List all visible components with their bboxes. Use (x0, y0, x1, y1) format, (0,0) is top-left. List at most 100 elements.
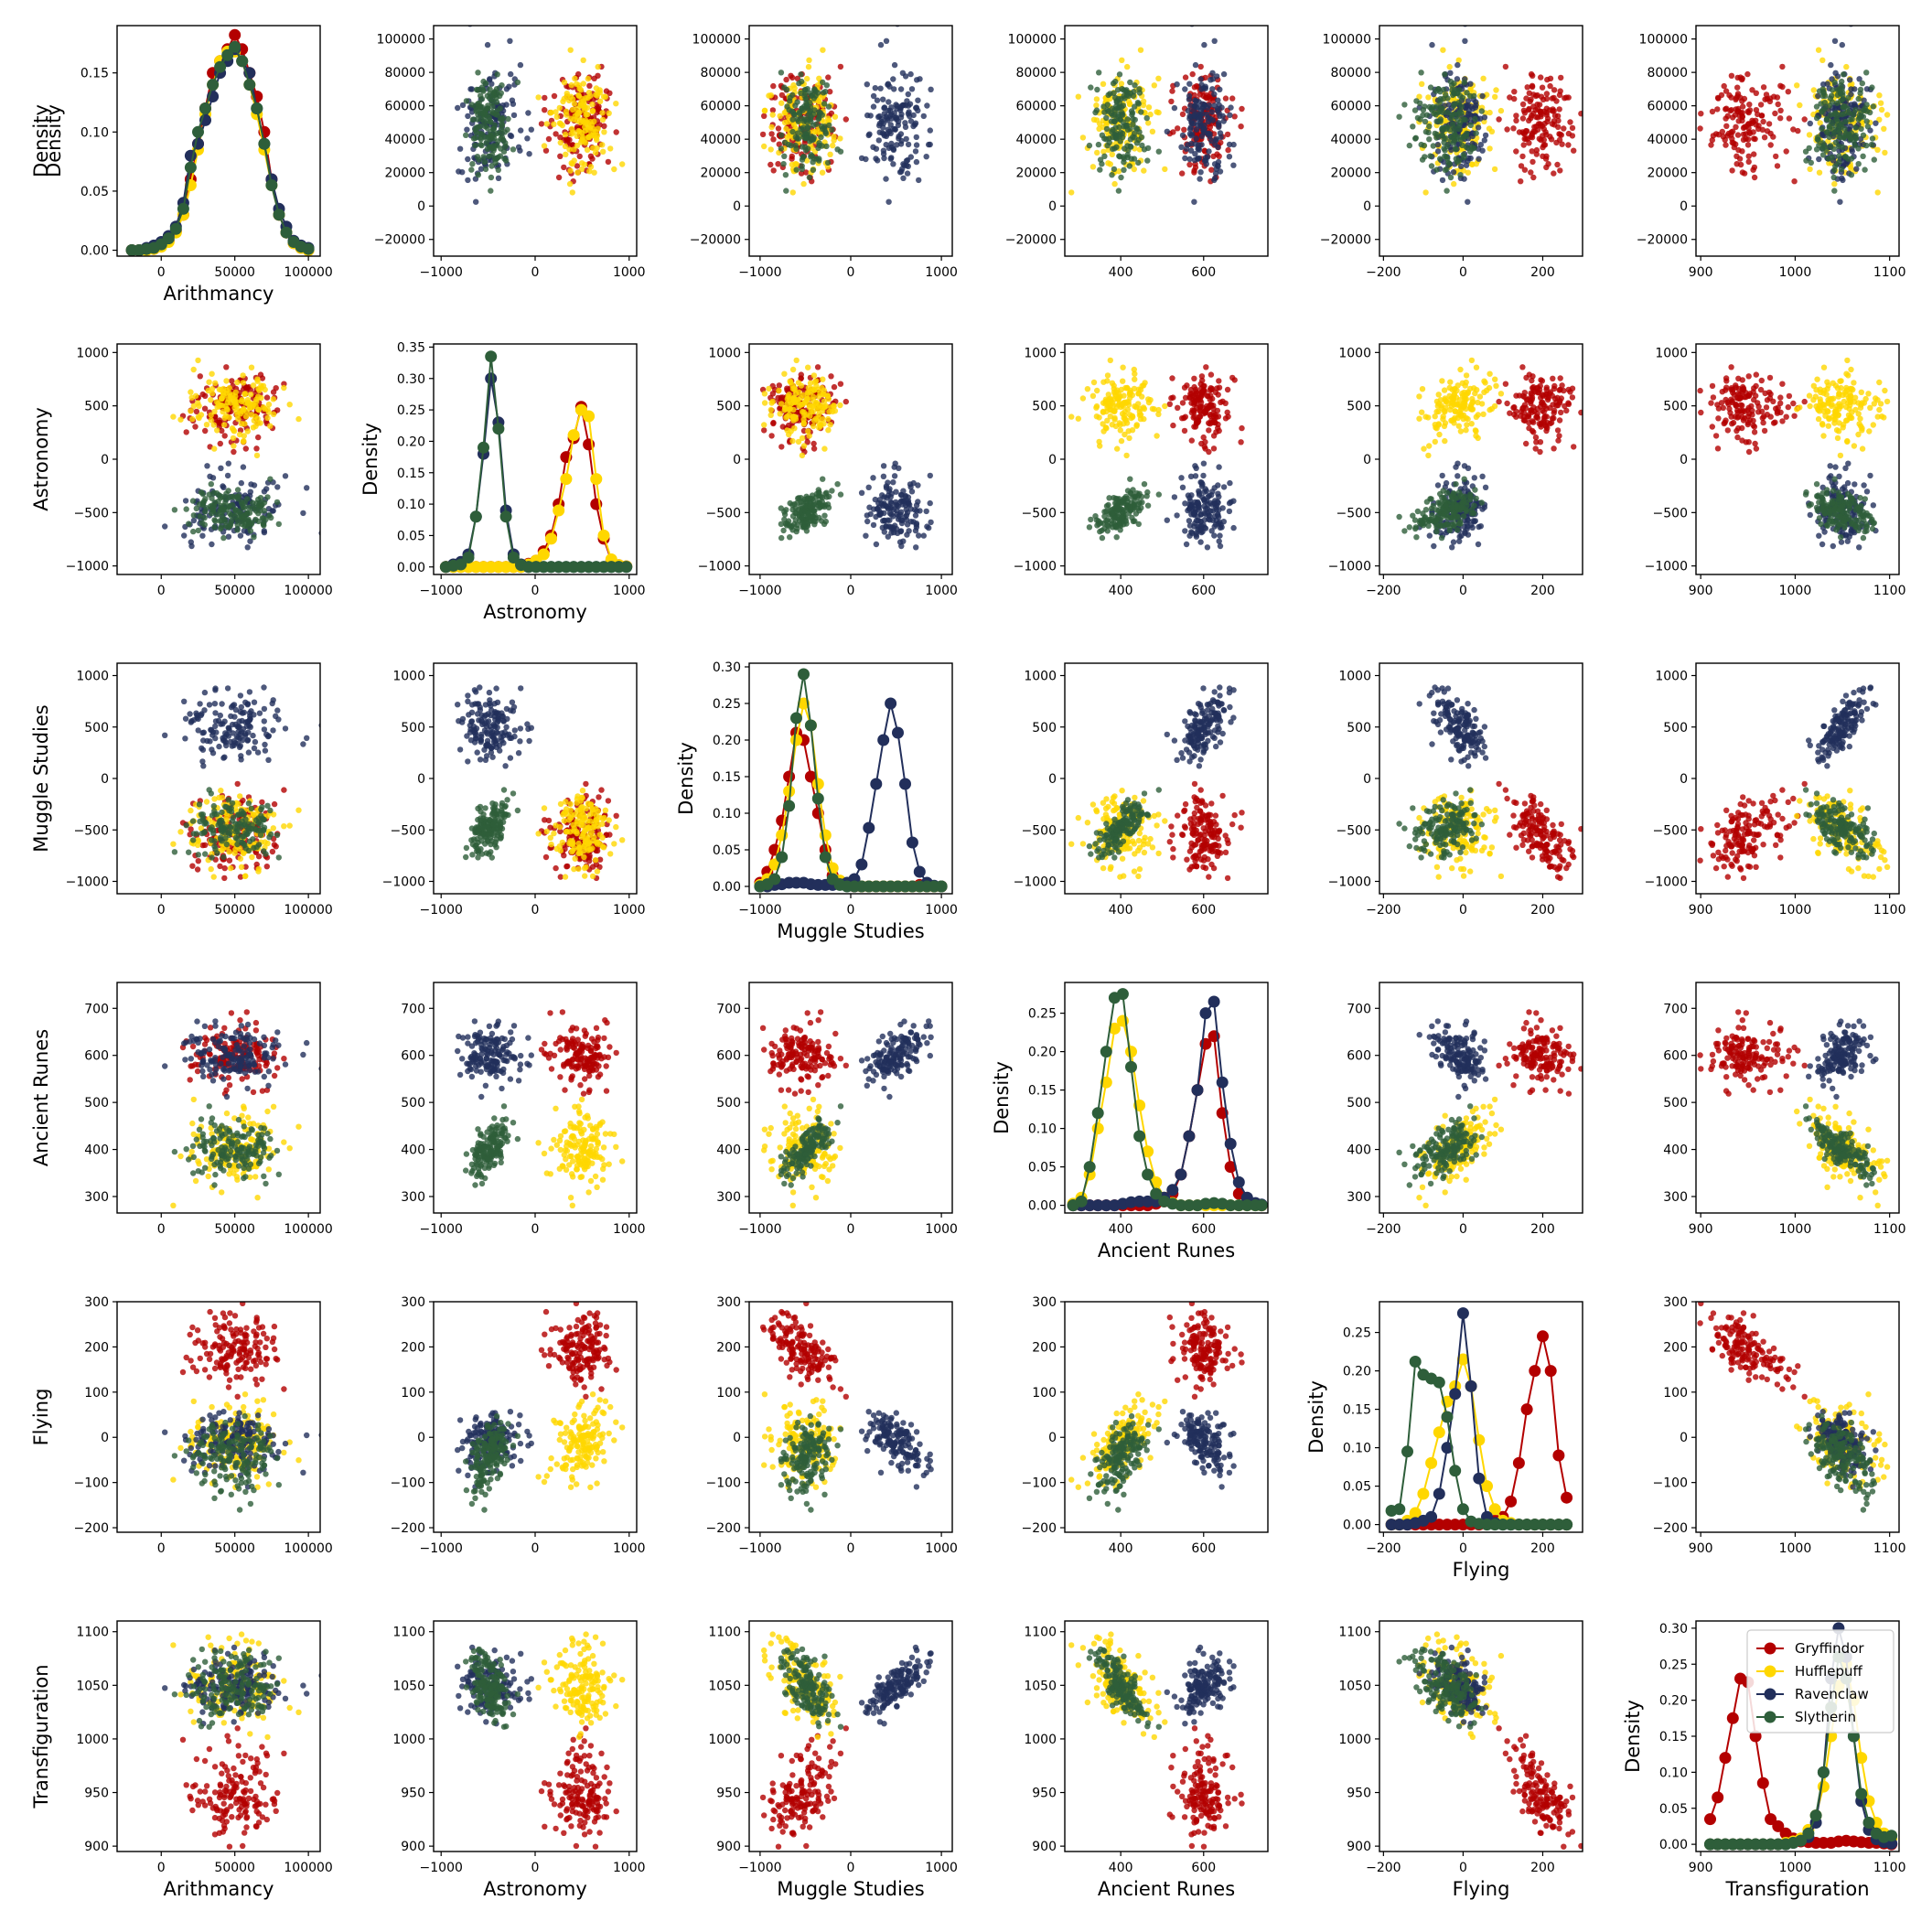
scatter-point (1197, 63, 1204, 70)
scatter-point (1761, 134, 1768, 141)
scatter-point (234, 379, 241, 386)
scatter-point (1758, 113, 1766, 119)
scatter-point (1179, 111, 1186, 118)
scatter-point (1461, 176, 1467, 182)
scatter-point (478, 136, 484, 143)
scatter-point (1452, 132, 1458, 138)
scatter-point (580, 80, 586, 87)
scatter-point (1238, 123, 1244, 130)
scatter-point (768, 123, 775, 131)
scatter-point (891, 86, 897, 92)
scatter-point (791, 122, 798, 129)
scatter-point (912, 148, 919, 155)
scatter-point (794, 116, 800, 123)
scatter-point (231, 443, 237, 449)
density-point (620, 561, 633, 574)
scatter-point (1541, 108, 1548, 115)
scatter-point (1211, 91, 1218, 98)
scatter-point (222, 499, 229, 506)
scatter-point (254, 420, 262, 426)
scatter-point (881, 111, 887, 117)
scatter-point (1524, 84, 1530, 91)
scatter-point (864, 518, 871, 525)
scatter-point (1525, 107, 1532, 113)
scatter-point (1211, 485, 1218, 491)
scatter-point (1198, 133, 1206, 140)
scatter-point (781, 406, 788, 413)
scatter-point (1723, 123, 1730, 129)
scatter-point (1093, 404, 1100, 411)
scatter-point (1434, 141, 1442, 148)
scatter-point (1105, 91, 1111, 99)
scatter-point (766, 385, 772, 392)
scatter-point (1414, 114, 1422, 122)
scatter-point (1179, 170, 1186, 177)
scatter-point (240, 372, 246, 379)
density-point (597, 529, 610, 542)
scatter-point (821, 445, 828, 452)
scatter-point (1188, 409, 1196, 416)
scatter-point (190, 528, 197, 535)
scatter-point (1723, 106, 1729, 113)
scatter-point (1193, 126, 1200, 133)
scatter-point (1467, 103, 1475, 110)
scatter-point (1834, 100, 1841, 107)
density-point (302, 242, 315, 255)
scatter-point (1135, 101, 1143, 107)
scatter-point (1457, 172, 1464, 178)
scatter-points (162, 357, 320, 551)
scatter-point (801, 400, 808, 406)
scatter-point (236, 431, 243, 438)
scatter-point (767, 412, 774, 418)
scatter-point (1816, 156, 1822, 163)
scatter-point (787, 378, 793, 384)
density-point (214, 60, 227, 73)
scatter-point (872, 85, 878, 91)
scatter-point (880, 473, 887, 479)
scatter-point (1530, 158, 1536, 166)
scatter-point (212, 380, 219, 386)
scatter-point (594, 92, 601, 99)
scatter-point (1478, 108, 1486, 114)
scatter-point (1208, 77, 1214, 83)
scatter-point (827, 89, 833, 95)
scatter-point (820, 376, 826, 382)
scatter-point (1427, 84, 1434, 91)
scatter-point (1869, 135, 1876, 142)
x-tick-label: 0 (531, 265, 540, 280)
scatter-point (1830, 130, 1838, 137)
scatter-point (873, 145, 880, 152)
scatter-point (1229, 374, 1236, 381)
scatter-point (913, 521, 920, 527)
scatter-point (1116, 153, 1122, 159)
scatter-point (916, 532, 922, 539)
scatter-series-gryffindor (1697, 63, 1808, 185)
scatter-point (820, 415, 826, 423)
scatter-point (1733, 153, 1740, 159)
scatter-point (783, 76, 789, 83)
scatter-point (1193, 135, 1199, 142)
scatter-point (827, 422, 833, 428)
scatter-point (785, 393, 791, 400)
scatter-point (761, 391, 768, 397)
scatter-point (830, 142, 836, 149)
scatter-point (465, 113, 471, 120)
scatter-point (1115, 394, 1122, 401)
scatter-point (1097, 166, 1103, 173)
scatter-point (227, 510, 233, 517)
scatter-point (1774, 163, 1781, 169)
scatter-point (1801, 116, 1808, 123)
scatter-point (803, 157, 810, 164)
scatter-point (1836, 128, 1843, 135)
scatter-point (1412, 134, 1420, 141)
scatter-point (493, 99, 500, 105)
scatter-point (1216, 378, 1222, 384)
scatter-point (503, 86, 510, 92)
scatter-point (1783, 148, 1789, 155)
scatter-point (800, 180, 807, 188)
scatter-point (232, 389, 239, 395)
scatter-point (230, 435, 237, 442)
scatter-point (1746, 130, 1754, 137)
scatter-point (810, 445, 818, 452)
